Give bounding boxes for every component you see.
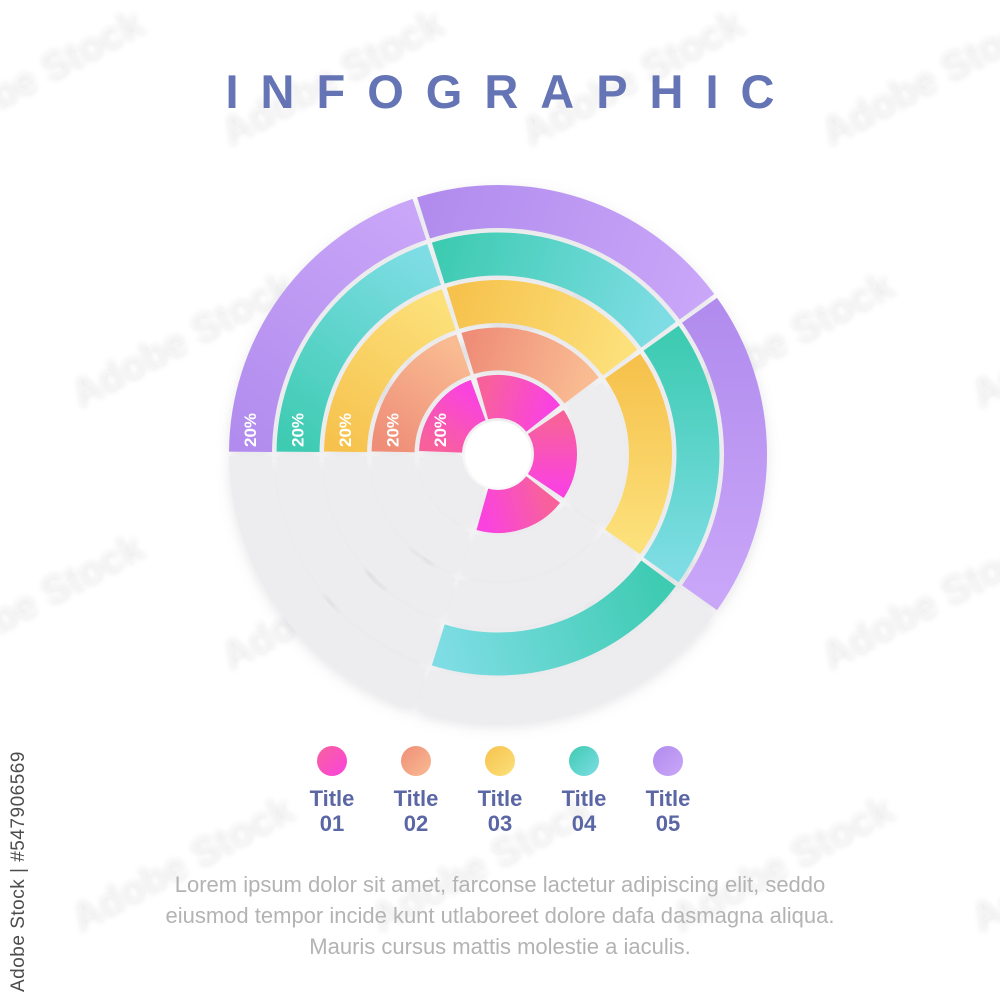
- ring-4-sector-4-filled: [431, 560, 676, 676]
- legend-label-5-line2: 05: [655, 811, 681, 836]
- ring-2-sector-5-empty: [371, 454, 472, 574]
- legend-dot-purple: [653, 746, 683, 776]
- ring-3-sector-1-filled: [324, 289, 457, 453]
- ring-4-sector-1-filled: [276, 244, 442, 453]
- legend-label-4-line2: 04: [571, 811, 597, 836]
- ring-5-sector-3-filled: [681, 297, 767, 611]
- legend-dot-orange: [401, 746, 431, 776]
- stock-id-watermark: Adobe Stock | #547906569: [8, 751, 29, 992]
- legend-item-2: Title 02: [374, 746, 458, 836]
- ring-5-value-label: 20%: [241, 413, 260, 447]
- ring-3-sector-4-empty: [446, 532, 638, 628]
- ring-2-sector-1-filled: [371, 334, 472, 454]
- ring-2-sector-2-filled: [461, 327, 599, 405]
- ring-1-value-label: 20%: [431, 413, 450, 447]
- legend-dot-teal: [569, 746, 599, 776]
- legend-label-3: Title 03: [478, 786, 523, 836]
- ring-5-sector-1-filled: [229, 198, 427, 453]
- ring-4-value-label: 20%: [289, 413, 308, 447]
- legend-item-3: Title 03: [458, 746, 542, 836]
- legend-label-4: Title 04: [562, 786, 607, 836]
- ring-3-sector-3-filled: [604, 353, 672, 555]
- description-paragraph: Lorem ipsum dolor sit amet, farconse lac…: [0, 869, 1000, 962]
- ring-3-value-label: 20%: [336, 413, 355, 447]
- ring-3-sector-5-empty: [324, 455, 457, 619]
- legend-dot-pink: [317, 746, 347, 776]
- legend-label-4-line1: Title: [561, 786, 607, 811]
- legend-item-1: Title 01: [290, 746, 374, 836]
- legend: Title 01 Title 02 Title 03 Title 04: [290, 746, 710, 836]
- legend-label-1-line1: Title: [309, 786, 355, 811]
- ring-4-sector-5-empty: [276, 455, 442, 664]
- legend-label-1: Title 01: [310, 786, 355, 836]
- ring-5-sector-2-filled: [417, 185, 715, 320]
- ring-2-sector-4-empty: [461, 503, 599, 581]
- legend-label-3-line1: Title: [477, 786, 523, 811]
- legend-label-2-line1: Title: [393, 786, 439, 811]
- description-line-2: eiusmod tempor incide kunt utlaboreet do…: [165, 903, 835, 928]
- legend-label-2: Title 02: [394, 786, 439, 836]
- page-title: INFOGRAPHIC: [225, 65, 797, 118]
- ring-1-sector-3-filled: [527, 410, 577, 498]
- legend-label-1-line2: 01: [319, 811, 345, 836]
- ring-1-sector-1-filled: [419, 379, 487, 454]
- description-line-1: Lorem ipsum dolor sit amet, farconse lac…: [174, 872, 826, 897]
- chart-center-hole: [465, 421, 531, 487]
- legend-dot-yellow: [485, 746, 515, 776]
- ring-2-value-label: 20%: [384, 413, 403, 447]
- legend-label-5-line1: Title: [645, 786, 691, 811]
- ring-1-sector-2-filled: [476, 375, 561, 433]
- ring-1-sector-4-filled: [476, 475, 561, 533]
- legend-item-4: Title 04: [542, 746, 626, 836]
- ring-2-sector-3-empty: [566, 381, 625, 527]
- description-line-3: Mauris cursus mattis molestie a iaculis.: [309, 934, 691, 959]
- ring-3-sector-2-filled: [446, 280, 638, 376]
- chart-rings: [229, 185, 767, 723]
- legend-item-5: Title 05: [626, 746, 710, 836]
- ring-4-sector-3-filled: [643, 325, 720, 583]
- ring-1-sector-5-empty: [419, 454, 487, 529]
- ring-5-sector-5-empty: [229, 455, 427, 710]
- ring-4-sector-2-filled: [431, 232, 676, 348]
- ring-5-sector-4-empty: [417, 588, 715, 723]
- legend-label-2-line2: 02: [403, 811, 429, 836]
- legend-label-3-line2: 03: [487, 811, 513, 836]
- legend-label-5: Title 05: [646, 786, 691, 836]
